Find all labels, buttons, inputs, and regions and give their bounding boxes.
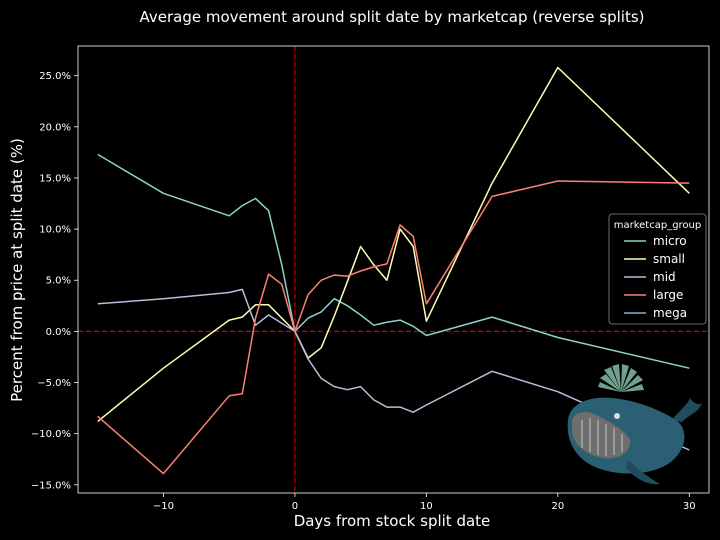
y-tick-label: 10.0% [39,225,71,236]
x-axis-title: Days from stock split date [294,512,491,530]
x-tick-label: 30 [683,501,696,512]
whale-fin [626,460,660,485]
whale-logo [567,364,702,485]
plot-area: −10 0 10 20 30 −15.0% −10.0% −5.0% 0.0% 5.0% 10.0%… [31,45,710,512]
x-tick-label: 10 [420,501,433,512]
series-line-mid [97,288,690,451]
y-axis-title: Percent from price at split date (%) [8,138,26,402]
y-tick-label: 20.0% [39,122,71,133]
x-tick-label: 0 [292,501,298,512]
whale-spout [598,364,644,392]
y-tick-label: −5.0% [37,378,71,389]
y-tick-label: 15.0% [39,173,71,184]
whale-belly-stripes [581,418,623,456]
series-line-large [97,180,690,475]
legend-title: marketcap_group [614,220,702,231]
y-tick-label: 25.0% [39,71,71,82]
legend-label-large: large [653,288,683,302]
chart-title: Average movement around split date by ma… [139,8,644,26]
legend-label-micro: micro [653,234,687,248]
axes-frame [77,45,710,494]
whale-belly [572,412,631,459]
whale-eye [614,413,620,419]
y-tick-label: −15.0% [31,480,71,491]
x-tick-label: −10 [153,501,174,512]
legend-label-small: small [653,252,685,266]
legend-label-mega: mega [653,306,687,320]
legend-label-mid: mid [653,270,676,284]
y-tick-label: 5.0% [46,276,71,287]
y-tick-label: 0.0% [46,327,71,338]
series-line-micro [97,153,690,369]
x-tick-label: 20 [551,501,564,512]
whale-tail [672,398,702,422]
y-tick-label: −10.0% [31,429,71,440]
series-line-small [97,66,690,422]
